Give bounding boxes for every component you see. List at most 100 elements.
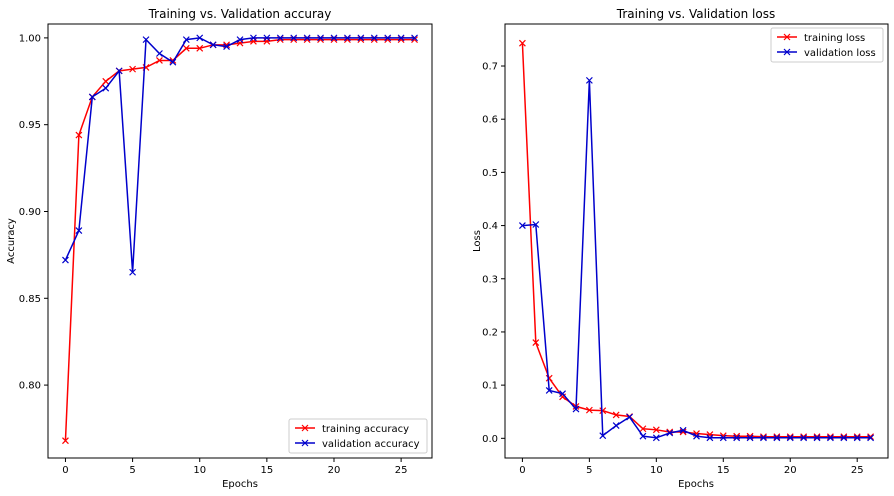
data-point: [773, 434, 781, 442]
data-point: [209, 41, 217, 49]
data-point: [88, 93, 96, 101]
y-tick-label: 0.3: [482, 274, 498, 285]
x-tick-label: 15: [717, 465, 730, 476]
axis-ticks: 0 5 10 15 20 25 0.0 0.1 0.2 0.3 0.4 0.5 0.6 0.7: [482, 62, 863, 476]
series-line-0: [521, 43, 871, 438]
y-tick-label: 0.1: [482, 381, 498, 392]
data-point: [585, 76, 593, 84]
data-point: [786, 434, 794, 442]
chart-title: Training vs. Validation accuray: [148, 7, 332, 21]
data-point: [599, 407, 607, 415]
x-tick-label: 0: [519, 465, 525, 476]
data-point: [62, 437, 69, 445]
data-point: [370, 34, 378, 42]
chart-title: Training vs. Validation loss: [616, 7, 775, 21]
data-point: [612, 422, 620, 429]
legend-label-training: training accuracy: [322, 424, 409, 435]
data-point: [813, 434, 821, 442]
data-point: [169, 58, 177, 66]
data-point: [760, 433, 767, 441]
data-point: [303, 34, 311, 42]
data-point: [719, 434, 727, 442]
data-point: [343, 34, 351, 42]
data-point: [746, 434, 754, 442]
data-point: [545, 374, 553, 382]
y-tick-label: 0.95: [19, 120, 41, 131]
plot-frame: [504, 23, 889, 459]
data-point: [129, 268, 137, 276]
y-axis-label: Accuracy: [6, 218, 17, 264]
legend-box: [770, 27, 884, 63]
axis-ticks: 0 5 10 15 20 25 0.80 0.85 0.90 0.95 1.00: [19, 33, 408, 476]
loss-chart: Training vs. Validation loss Epochs Loss…: [472, 7, 889, 490]
x-tick-label: 10: [193, 465, 206, 476]
data-point: [196, 34, 204, 42]
y-tick-label: 0.4: [482, 221, 498, 232]
x-axis-label: Epochs: [222, 479, 258, 490]
data-point: [156, 50, 163, 57]
data-point: [182, 44, 190, 52]
data-point: [867, 433, 875, 441]
data-point: [867, 434, 875, 442]
x-tick-label: 25: [851, 465, 864, 476]
y-tick-label: 1.00: [19, 33, 41, 44]
legend-marker-validation: [783, 48, 791, 56]
data-point: [800, 434, 808, 442]
legend: training loss validation loss: [770, 27, 884, 63]
legend-label-validation: validation accuracy: [322, 439, 420, 450]
data-point: [263, 34, 271, 42]
data-point: [397, 34, 405, 42]
data-point: [639, 432, 647, 440]
data-point: [853, 433, 861, 441]
data-point: [518, 39, 526, 47]
x-tick-label: 25: [395, 465, 408, 476]
accuracy-chart: Training vs. Validation accuray Epochs A…: [6, 7, 433, 490]
data-point: [652, 426, 660, 434]
data-point: [679, 428, 687, 436]
data-point: [559, 390, 567, 398]
legend-label-training: training loss: [804, 33, 865, 44]
data-point: [760, 434, 767, 442]
data-point: [75, 131, 83, 139]
legend-marker-training: [301, 424, 309, 432]
data-point: [545, 387, 553, 394]
data-point: [357, 34, 365, 42]
data-point: [142, 36, 150, 44]
y-tick-label: 0.0: [482, 434, 498, 445]
data-point: [585, 406, 593, 414]
legend-label-validation: validation loss: [804, 48, 876, 59]
data-point: [290, 34, 298, 42]
data-point: [196, 44, 204, 52]
data-point: [223, 43, 230, 50]
data-point: [612, 411, 620, 419]
legend-marker-training: [783, 33, 791, 41]
data-point: [518, 222, 526, 230]
x-tick-label: 10: [650, 465, 663, 476]
x-tick-label: 0: [62, 465, 68, 476]
data-point: [156, 57, 163, 64]
data-point: [384, 34, 392, 42]
data-point: [652, 434, 660, 442]
data-point: [693, 432, 700, 440]
data-point: [250, 34, 257, 42]
y-tick-label: 0.85: [19, 294, 41, 305]
series-line-0: [64, 38, 415, 441]
data-point: [733, 434, 741, 442]
y-tick-label: 0.90: [19, 207, 41, 218]
data-point: [853, 434, 861, 442]
data-point: [840, 434, 848, 442]
data-point: [532, 221, 540, 228]
data-point: [115, 67, 123, 75]
y-tick-label: 0.80: [19, 381, 41, 392]
data-point: [317, 34, 324, 42]
data-point: [679, 426, 687, 434]
data-point: [626, 413, 633, 421]
data-point: [75, 227, 83, 235]
data-point: [102, 84, 110, 92]
data-point: [706, 434, 714, 442]
y-tick-label: 0.7: [482, 62, 498, 73]
data-point: [276, 34, 284, 42]
data-point: [330, 34, 338, 42]
x-tick-label: 5: [586, 465, 592, 476]
